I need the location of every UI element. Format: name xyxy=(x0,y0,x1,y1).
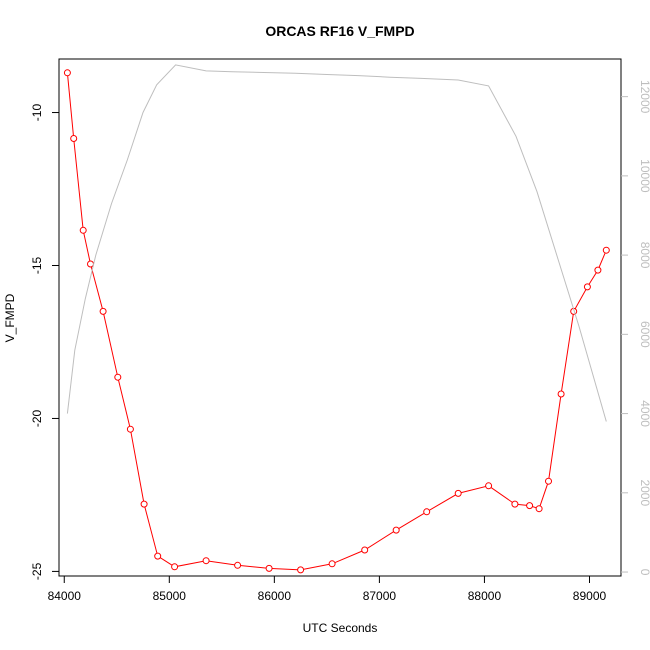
x-tick-label: 85000 xyxy=(153,589,187,603)
x-tick-label: 88000 xyxy=(468,589,502,603)
y-left-tick-label: -25 xyxy=(30,562,44,580)
v-fmpd-data-point xyxy=(485,482,493,490)
v-fmpd-data-point xyxy=(99,307,107,315)
v-fmpd-data-point xyxy=(535,505,543,513)
x-tick-label: 86000 xyxy=(258,589,292,603)
v-fmpd-data-point xyxy=(328,560,336,568)
y-left-tick-label: -15 xyxy=(30,256,44,274)
y-right-tick-label: 6000 xyxy=(638,321,650,348)
v-fmpd-data-point xyxy=(557,390,565,398)
v-fmpd-data-point xyxy=(526,502,534,510)
v-fmpd-data-point xyxy=(454,489,462,497)
v-fmpd-data-point xyxy=(70,135,78,142)
y-left-tick-label: -10 xyxy=(30,104,44,122)
altitude-series-line xyxy=(66,64,607,422)
v-fmpd-data-point xyxy=(140,500,148,508)
v-fmpd-data-point xyxy=(361,546,369,554)
v-fmpd-data-point xyxy=(202,557,210,565)
y-right-tick-label: 0 xyxy=(638,569,650,576)
x-axis-label: UTC Seconds xyxy=(303,621,378,635)
v-fmpd-data-point xyxy=(79,226,87,234)
y-right-tick-label: 8000 xyxy=(638,242,650,269)
chart-title: ORCAS RF16 V_FMPD xyxy=(265,23,414,39)
y-right-tick-label: 10000 xyxy=(638,159,650,193)
v-fmpd-data-point xyxy=(154,552,162,560)
v-fmpd-data-point xyxy=(234,561,242,569)
y-right-tick-label: 12000 xyxy=(638,80,650,114)
plot-area-frame xyxy=(58,58,622,577)
v-fmpd-data-point xyxy=(602,246,610,254)
v-fmpd-data-point xyxy=(126,425,134,433)
v-fmpd-data-point xyxy=(594,266,602,274)
v-fmpd-data-point xyxy=(511,500,519,508)
v-fmpd-data-point xyxy=(171,563,179,571)
v-fmpd-data-point xyxy=(423,508,431,516)
y-axis-right: 0 2000 4000 6000 8000 10000 12000 xyxy=(621,80,650,576)
x-tick-label: 89000 xyxy=(573,589,607,603)
y-axis-label: V_FMPD xyxy=(3,293,17,342)
x-axis: 84000 85000 86000 87000 88000 89000 xyxy=(48,576,607,603)
v-fmpd-data-point xyxy=(87,260,94,268)
v-fmpd-data-point xyxy=(63,69,71,77)
y-axis-left: -25 -20 -15 -10 xyxy=(30,104,59,580)
v-fmpd-data-point xyxy=(265,564,273,572)
x-tick-label: 87000 xyxy=(363,589,397,603)
y-right-tick-label: 4000 xyxy=(638,400,650,427)
y-right-tick-label: 2000 xyxy=(638,479,650,506)
v-fmpd-data-point xyxy=(392,526,400,534)
v-fmpd-data-point xyxy=(297,566,305,574)
v-fmpd-data-point xyxy=(114,373,122,381)
y-left-tick-label: -20 xyxy=(30,409,44,427)
series-layer xyxy=(63,64,610,574)
x-tick-label: 84000 xyxy=(48,589,82,603)
v-fmpd-data-point xyxy=(583,283,591,291)
v-fmpd-data-point xyxy=(545,477,552,485)
